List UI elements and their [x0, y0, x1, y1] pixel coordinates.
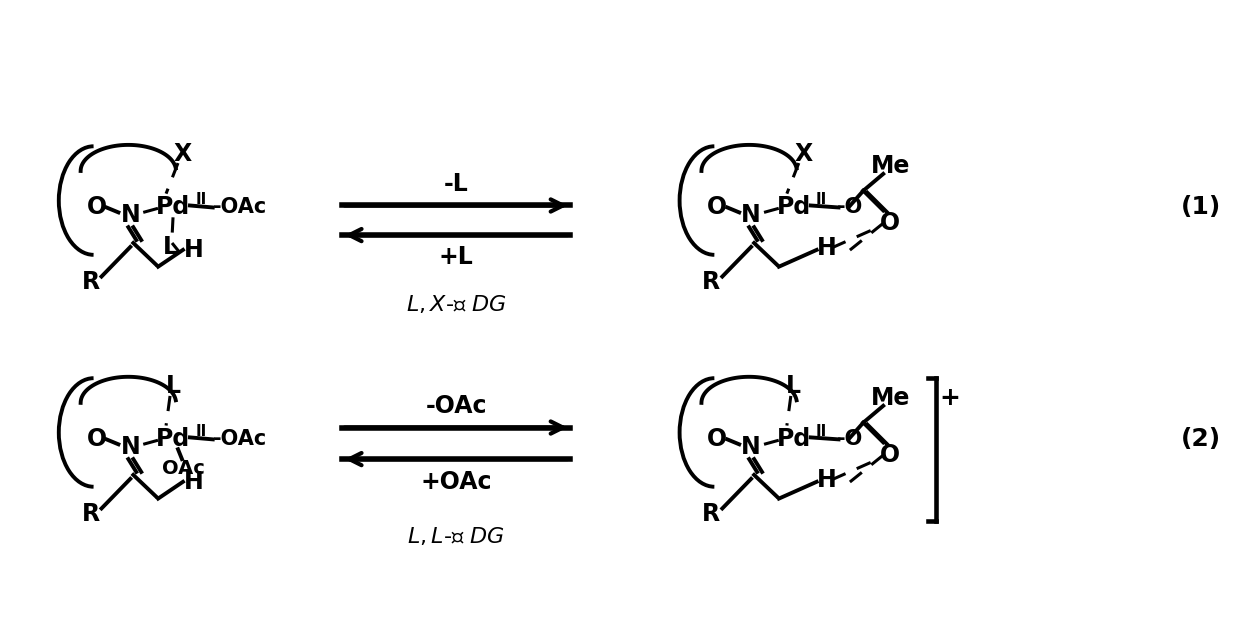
Text: $\it{L,L}$-型 $\it{DG}$: $\it{L,L}$-型 $\it{DG}$ — [407, 525, 505, 547]
Text: O: O — [707, 427, 728, 451]
Text: Me: Me — [870, 386, 910, 410]
Text: H: H — [184, 470, 203, 494]
Text: R: R — [702, 271, 720, 294]
Text: N: N — [120, 436, 140, 459]
Text: -OAc: -OAc — [212, 197, 267, 217]
Text: X: X — [795, 142, 813, 166]
Text: O: O — [87, 195, 107, 219]
Text: R: R — [82, 502, 99, 526]
Text: H: H — [184, 238, 203, 262]
Text: -O: -O — [837, 197, 863, 217]
Text: II: II — [816, 424, 827, 439]
Text: O: O — [87, 427, 107, 451]
Text: (2): (2) — [1180, 427, 1221, 451]
Text: H: H — [817, 468, 837, 492]
Text: L: L — [162, 235, 177, 259]
Text: N: N — [120, 204, 140, 228]
Text: Pd: Pd — [156, 195, 190, 219]
Text: -OAc: -OAc — [425, 394, 487, 418]
Text: Me: Me — [870, 154, 910, 178]
Text: II: II — [195, 424, 207, 439]
Text: R: R — [82, 271, 99, 294]
Text: II: II — [816, 192, 827, 207]
Text: (1): (1) — [1180, 195, 1221, 219]
Text: R: R — [702, 502, 720, 526]
Text: L: L — [786, 374, 801, 398]
Text: N: N — [742, 204, 761, 228]
Text: Pd: Pd — [776, 195, 811, 219]
Text: -O: -O — [837, 429, 863, 450]
Text: L: L — [165, 374, 181, 398]
Text: Pd: Pd — [776, 427, 811, 451]
Text: OAc: OAc — [161, 460, 205, 479]
Text: H: H — [817, 236, 837, 260]
Text: O: O — [707, 195, 728, 219]
Text: Pd: Pd — [156, 427, 190, 451]
Text: O: O — [880, 443, 900, 467]
Text: +L: +L — [439, 245, 474, 269]
Text: X: X — [174, 142, 192, 166]
Text: II: II — [195, 192, 207, 207]
Text: N: N — [742, 436, 761, 459]
Text: O: O — [880, 211, 900, 235]
Text: $\it{L,X}$-型 $\it{DG}$: $\it{L,X}$-型 $\it{DG}$ — [405, 293, 506, 315]
Text: +: + — [940, 386, 960, 410]
Text: -OAc: -OAc — [212, 429, 267, 450]
Text: +OAc: +OAc — [420, 470, 492, 494]
Text: -L: -L — [444, 172, 469, 196]
